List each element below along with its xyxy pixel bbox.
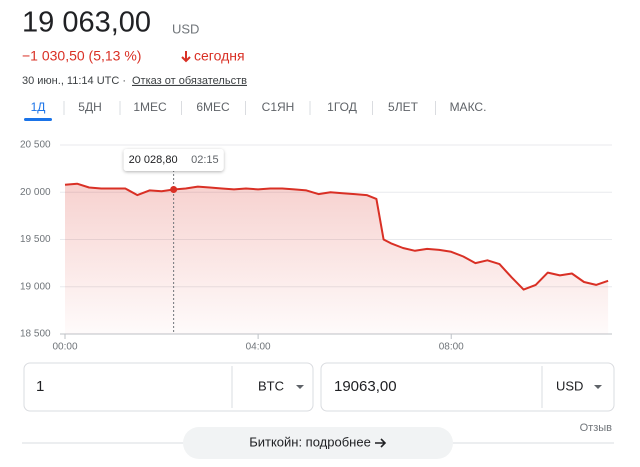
change: −1 030,50 (5,13 %)	[22, 48, 141, 64]
result-box[interactable]	[320, 362, 615, 412]
tab[interactable]: 1ГОД	[327, 100, 357, 114]
chart: 18 500 19 000 19 500 20 000 20 500 00:00 04:00…	[20, 140, 612, 353]
more-button[interactable]	[183, 427, 453, 459]
currency: USD	[172, 21, 199, 36]
more-button-label[interactable]: Биткойн: подробнее	[249, 434, 371, 449]
tooltip-value: 20 028,80	[129, 154, 178, 166]
hover-point	[170, 186, 178, 194]
dropdown-caret	[594, 385, 602, 389]
price: 19 063,00	[22, 7, 151, 39]
x-tick-label: 08:00	[439, 342, 464, 353]
down-arrow	[181, 51, 191, 63]
disclaimer-link[interactable]: Отказ от обязательств	[132, 75, 247, 87]
amount-box[interactable]	[23, 362, 314, 412]
timestamp: 30 июн., 11:14 UTC ·	[22, 75, 126, 87]
arrow-icon	[375, 438, 387, 448]
tab-indicator	[24, 118, 52, 121]
area-fill	[65, 183, 609, 334]
tab[interactable]: 1Д	[31, 100, 46, 114]
tab[interactable]: 1МЕС	[133, 100, 167, 114]
tab-bar: 1Д 5ДН 1МЕС 6МЕС С1ЯН 1ГОД 5ЛЕТ МАКС.	[24, 100, 486, 121]
tab[interactable]: 5ЛЕТ	[388, 100, 419, 114]
period: сегодня	[194, 48, 245, 64]
result-input[interactable]: 19063,00	[334, 378, 397, 395]
y-tick-label: 19 500	[20, 234, 51, 245]
tab[interactable]: С1ЯН	[262, 100, 295, 114]
tab[interactable]: 6МЕС	[196, 100, 230, 114]
dropdown-caret	[296, 385, 304, 389]
tab[interactable]: 5ДН	[78, 100, 101, 114]
from-currency[interactable]: BTC	[258, 378, 284, 393]
amount-input[interactable]: 1	[36, 378, 44, 395]
x-tick-label: 00:00	[52, 342, 77, 353]
y-tick-label: 19 000	[20, 281, 51, 292]
to-currency[interactable]: USD	[556, 378, 583, 393]
y-tick-label: 20 500	[20, 140, 51, 151]
y-tick-label: 18 500	[20, 329, 51, 340]
tooltip-time: 02:15	[191, 154, 219, 166]
tooltip-box	[123, 149, 224, 171]
x-tick-label: 04:00	[246, 342, 271, 353]
tab[interactable]: МАКС.	[450, 100, 487, 114]
price-line	[64, 182, 609, 291]
y-tick-label: 20 000	[20, 187, 51, 198]
feedback-link[interactable]: Отзыв	[580, 422, 613, 434]
